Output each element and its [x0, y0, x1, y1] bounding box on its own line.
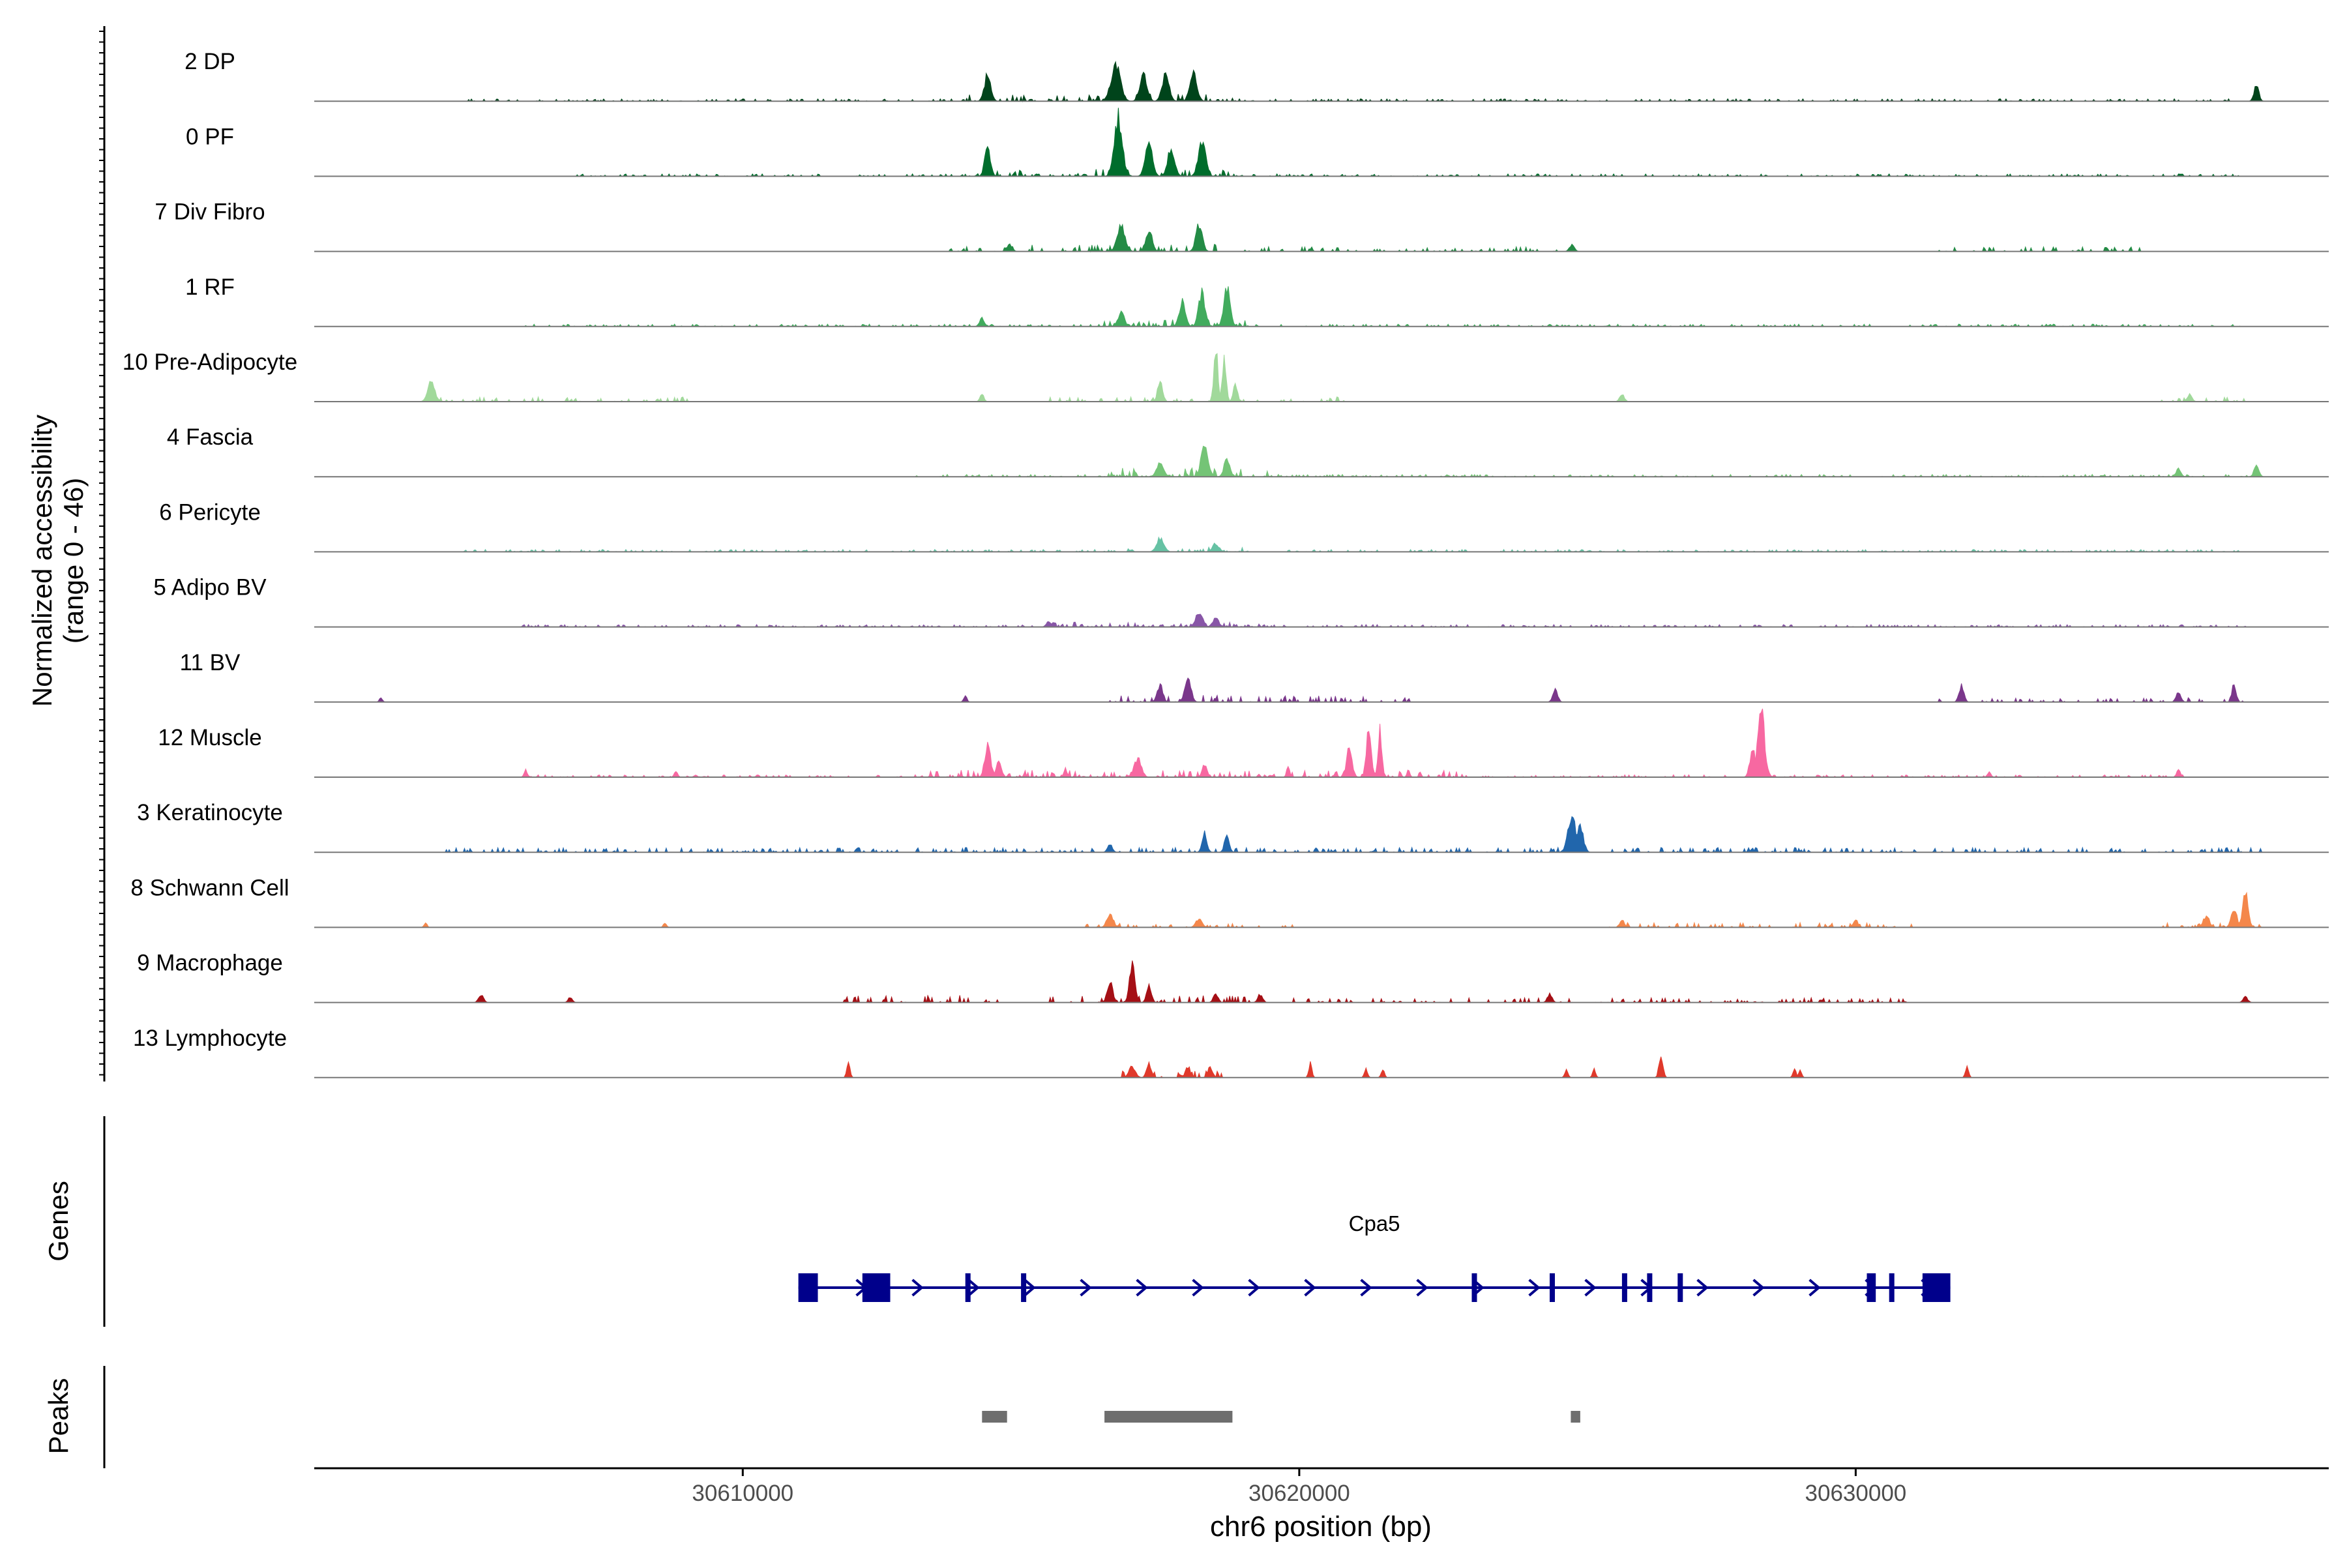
strand-arrow — [1416, 1279, 1428, 1297]
track-label: 10 Pre-Adipocyte — [123, 349, 297, 375]
strand-arrow — [1192, 1279, 1204, 1297]
track-10-pre-adipocyte: 10 Pre-Adipocyte — [123, 349, 2329, 403]
track-12-muscle: 12 Muscle — [158, 708, 2329, 778]
coverage-area — [314, 61, 2327, 103]
track-5-adipo-bv: 5 Adipo BV — [153, 575, 2329, 628]
peaks-panel-label: Peaks — [43, 1378, 74, 1455]
coverage-area — [314, 286, 2327, 327]
strand-arrow — [1024, 1279, 1036, 1297]
peak-region — [1104, 1411, 1233, 1423]
track-label: 2 DP — [185, 49, 235, 74]
strand-arrow — [911, 1279, 924, 1297]
track-3-keratinocyte: 3 Keratinocyte — [137, 800, 2329, 853]
track-0-pf: 0 PF — [186, 108, 2329, 177]
gene-exon — [798, 1273, 818, 1302]
gene-exon — [1647, 1273, 1653, 1302]
coverage-area — [314, 1056, 2327, 1079]
gene-exon — [1550, 1273, 1555, 1302]
strand-arrow — [1080, 1279, 1092, 1297]
track-label: 5 Adipo BV — [153, 575, 267, 600]
strand-arrow — [1304, 1279, 1316, 1297]
track-7-div-fibro: 7 Div Fibro — [155, 200, 2329, 253]
track-label: 7 Div Fibro — [155, 200, 265, 225]
track-label: 1 RF — [185, 274, 235, 300]
gene-exon — [1621, 1273, 1627, 1302]
track-2-dp: 2 DP — [185, 49, 2329, 103]
gene-exon — [1922, 1273, 1951, 1302]
peak-region — [1571, 1411, 1580, 1423]
peak-region — [982, 1411, 1007, 1423]
strand-arrow — [1136, 1279, 1148, 1297]
coverage-area — [314, 353, 2327, 403]
gene-name-label: Cpa5 — [1349, 1211, 1400, 1235]
x-axis-label: chr6 position (bp) — [1210, 1511, 1432, 1543]
track-4-fascia: 4 Fascia — [167, 424, 2329, 478]
genes-panel-label: Genes — [43, 1181, 74, 1262]
coverage-area — [314, 536, 2327, 553]
gene-exon — [1889, 1273, 1895, 1302]
gene-exon — [1867, 1273, 1876, 1302]
y-axis-range-label: (range 0 - 46) — [58, 478, 89, 643]
coverage-area — [314, 891, 2327, 928]
track-label: 9 Macrophage — [137, 951, 283, 976]
track-label: 11 BV — [180, 650, 241, 675]
track-label: 8 Schwann Cell — [130, 875, 289, 900]
gene-exon — [965, 1273, 971, 1302]
gene-exon — [1021, 1273, 1027, 1302]
x-tick-label: 30630000 — [1805, 1481, 1907, 1506]
gene-exon — [862, 1273, 891, 1302]
track-9-macrophage: 9 Macrophage — [137, 951, 2329, 1004]
coverage-area — [314, 816, 2327, 853]
strand-arrow — [1752, 1279, 1765, 1297]
coverage-area — [314, 960, 2327, 1004]
coverage-area — [314, 708, 2327, 778]
coverage-area — [314, 445, 2327, 478]
strand-arrow — [1808, 1279, 1821, 1297]
strand-arrow — [1528, 1279, 1541, 1297]
track-13-lymphocyte: 13 Lymphocyte — [133, 1026, 2329, 1079]
x-tick-label: 30620000 — [1248, 1481, 1350, 1506]
y-axis-label: Normalized accessibility — [27, 415, 57, 707]
track-label: 12 Muscle — [158, 725, 262, 750]
coverage-area — [314, 614, 2327, 628]
strand-arrow — [1360, 1279, 1372, 1297]
track-1-rf: 1 RF — [185, 274, 2329, 327]
coverage-area — [314, 108, 2327, 177]
track-label: 13 Lymphocyte — [133, 1026, 287, 1051]
strand-arrow — [1584, 1279, 1597, 1297]
track-label: 4 Fascia — [167, 424, 254, 450]
strand-arrow — [1696, 1279, 1709, 1297]
x-tick-label: 30610000 — [692, 1481, 793, 1506]
gene-exon — [1471, 1273, 1477, 1302]
strand-arrow — [1248, 1279, 1260, 1297]
strand-arrow — [967, 1279, 980, 1297]
track-label: 6 Pericyte — [159, 499, 261, 525]
track-label: 0 PF — [186, 124, 234, 149]
gene-exon — [1677, 1273, 1683, 1302]
coverage-area — [314, 677, 2327, 703]
track-6-pericyte: 6 Pericyte — [159, 499, 2329, 553]
track-label: 3 Keratinocyte — [137, 800, 283, 825]
track-8-schwann-cell: 8 Schwann Cell — [130, 875, 2329, 928]
track-11-bv: 11 BV — [180, 650, 2329, 703]
coverage-area — [314, 223, 2327, 253]
